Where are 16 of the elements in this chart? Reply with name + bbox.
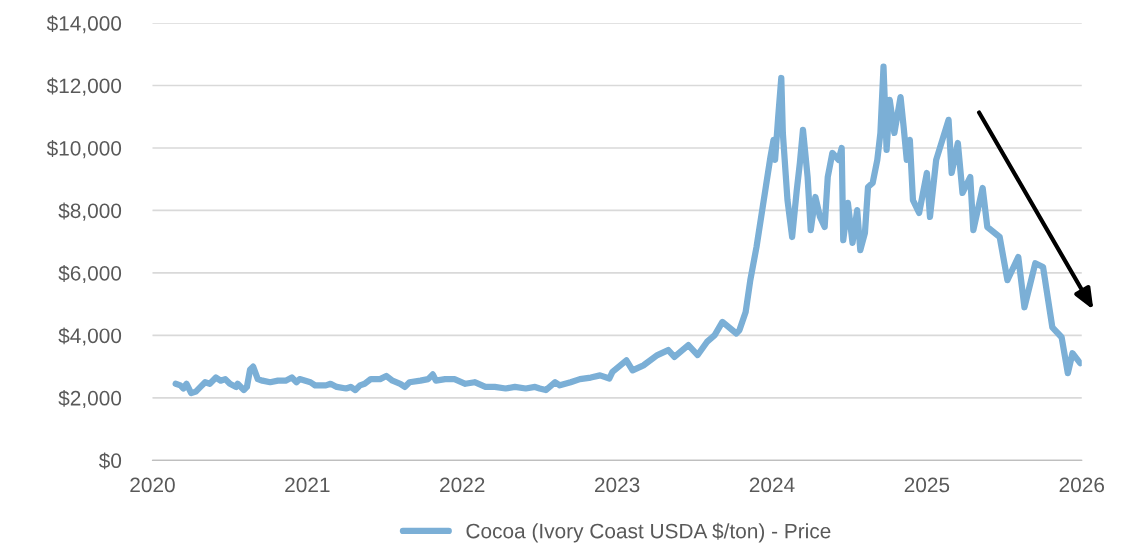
y-tick-label: $14,000 xyxy=(46,15,122,34)
y-tick-label: $10,000 xyxy=(46,140,122,159)
x-tick-label: 2026 xyxy=(1059,477,1105,493)
y-tick-label: $8,000 xyxy=(58,202,122,221)
x-tick-label: 2023 xyxy=(594,477,640,493)
x-tick-label: 2020 xyxy=(130,477,175,493)
x-tick-label: 2024 xyxy=(749,477,795,493)
x-tick-label: 2022 xyxy=(440,477,485,493)
legend-label: Cocoa (Ivory Coast USDA $/ton) - Price xyxy=(466,522,831,543)
y-tick-label: $4,000 xyxy=(58,327,122,346)
x-tick-label: 2021 xyxy=(285,477,330,493)
y-tick-label: $0 xyxy=(98,452,122,470)
x-tick-label: 2025 xyxy=(904,477,950,493)
y-tick-label: $2,000 xyxy=(58,389,122,409)
y-tick-label: $6,000 xyxy=(58,265,122,284)
y-tick-label: $12,000 xyxy=(46,77,122,96)
